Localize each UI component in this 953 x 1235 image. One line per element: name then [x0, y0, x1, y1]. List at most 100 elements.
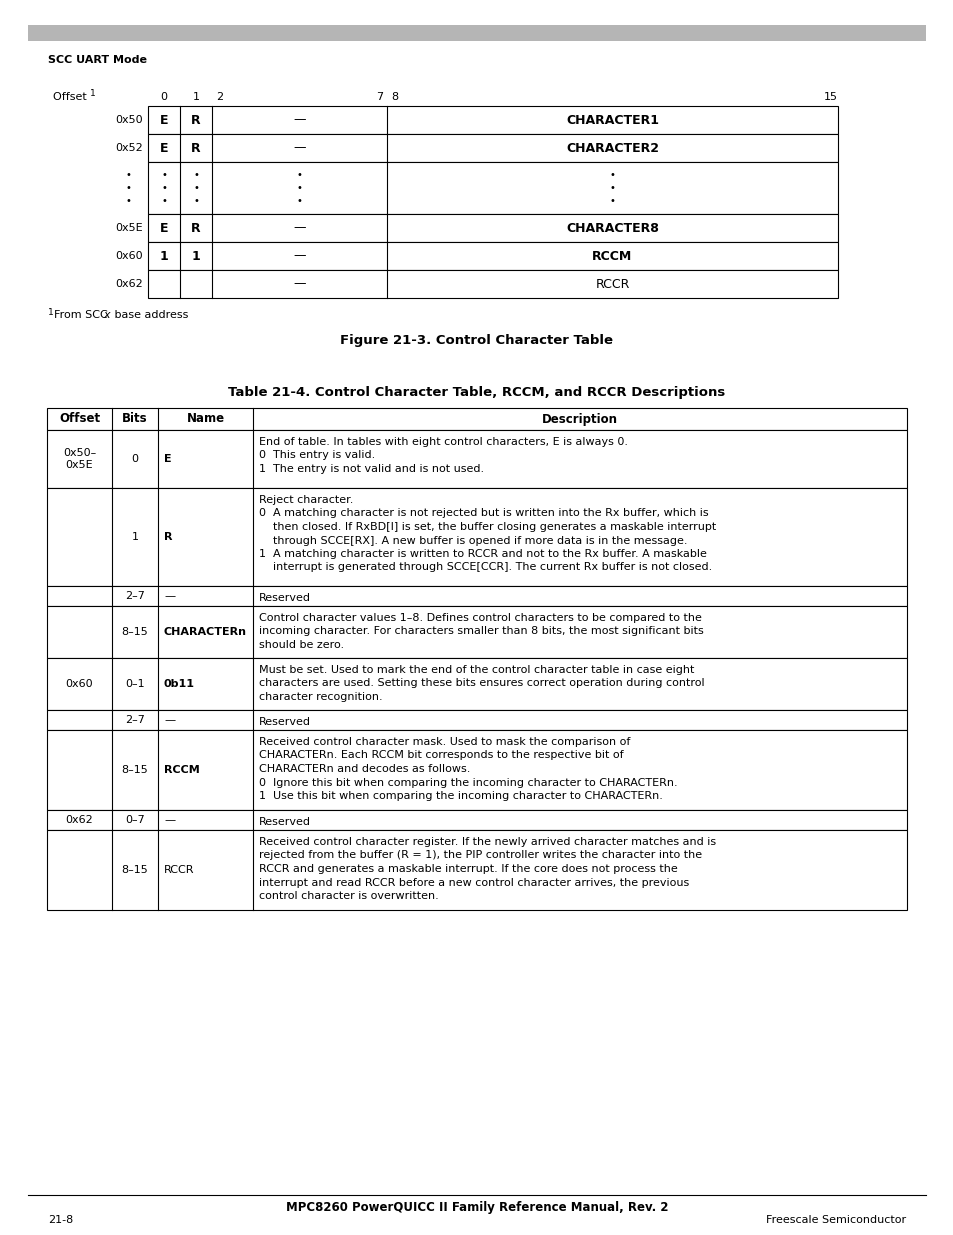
Text: 0: 0 [132, 454, 138, 464]
Text: 8–15: 8–15 [121, 764, 149, 776]
Text: CHARACTERn and decodes as follows.: CHARACTERn and decodes as follows. [258, 764, 470, 774]
Text: •: • [609, 170, 615, 180]
Text: E: E [159, 221, 168, 235]
Text: then closed. If RxBD[I] is set, the buffer closing generates a maskable interrup: then closed. If RxBD[I] is set, the buff… [258, 522, 716, 532]
Text: CHARACTER8: CHARACTER8 [565, 221, 659, 235]
Text: rejected from the buffer (R = 1), the PIP controller writes the character into t: rejected from the buffer (R = 1), the PI… [258, 851, 701, 861]
Text: Control character values 1–8. Defines control characters to be compared to the: Control character values 1–8. Defines co… [258, 613, 701, 622]
Text: End of table. In tables with eight control characters, E is always 0.: End of table. In tables with eight contr… [258, 437, 627, 447]
Text: —: — [164, 715, 175, 725]
Text: interrupt and read RCCR before a new control character arrives, the previous: interrupt and read RCCR before a new con… [258, 878, 688, 888]
Text: 0  This entry is valid.: 0 This entry is valid. [258, 451, 375, 461]
Text: 0x62: 0x62 [66, 815, 93, 825]
Text: CHARACTER1: CHARACTER1 [565, 114, 659, 126]
Text: 8–15: 8–15 [121, 864, 149, 876]
Bar [47, 488, 906, 585]
Text: 0x50–
0x5E: 0x50– 0x5E [63, 448, 96, 469]
Text: •: • [125, 170, 131, 180]
Text: From SCC: From SCC [54, 310, 108, 320]
Text: CHARACTER2: CHARACTER2 [565, 142, 659, 154]
Bar [47, 606, 906, 658]
Bar [47, 710, 906, 730]
Bar [47, 408, 906, 430]
Text: base address: base address [111, 310, 188, 320]
Text: •: • [296, 196, 302, 206]
Text: •: • [609, 183, 615, 193]
Bar [148, 214, 837, 242]
Text: Must be set. Used to mark the end of the control character table in case eight: Must be set. Used to mark the end of the… [258, 664, 694, 676]
Text: 1: 1 [159, 249, 168, 263]
Text: Reserved: Reserved [258, 818, 311, 827]
Text: RCCR: RCCR [595, 278, 629, 290]
Text: 1: 1 [193, 91, 199, 103]
Text: 0x50: 0x50 [115, 115, 143, 125]
Bar [148, 242, 837, 270]
Text: RCCM: RCCM [164, 764, 199, 776]
Text: 7: 7 [375, 91, 382, 103]
Text: Table 21-4. Control Character Table, RCCM, and RCCR Descriptions: Table 21-4. Control Character Table, RCC… [228, 387, 725, 399]
Text: 0  A matching character is not rejected but is written into the Rx buffer, which: 0 A matching character is not rejected b… [258, 509, 708, 519]
Text: MPC8260 PowerQUICC II Family Reference Manual, Rev. 2: MPC8260 PowerQUICC II Family Reference M… [286, 1200, 667, 1214]
Text: 0–1: 0–1 [125, 679, 145, 689]
Text: 2: 2 [215, 91, 223, 103]
Bar [47, 585, 906, 606]
Text: 0b11: 0b11 [164, 679, 194, 689]
Bar [47, 830, 906, 910]
Bar [47, 658, 906, 710]
Text: 1  Use this bit when comparing the incoming character to CHARACTERn.: 1 Use this bit when comparing the incomi… [258, 790, 662, 802]
Text: •: • [125, 183, 131, 193]
Bar [47, 810, 906, 830]
Text: character recognition.: character recognition. [258, 692, 382, 701]
Text: E: E [164, 454, 172, 464]
Bar [148, 106, 837, 135]
Text: incoming character. For characters smaller than 8 bits, the most significant bit: incoming character. For characters small… [258, 626, 703, 636]
Text: 0  Ignore this bit when comparing the incoming character to CHARACTERn.: 0 Ignore this bit when comparing the inc… [258, 778, 677, 788]
Text: 1  A matching character is written to RCCR and not to the Rx buffer. A maskable: 1 A matching character is written to RCC… [258, 550, 706, 559]
Text: 8: 8 [391, 91, 397, 103]
Text: •: • [161, 196, 167, 206]
Text: Freescale Semiconductor: Freescale Semiconductor [765, 1215, 905, 1225]
Text: Reserved: Reserved [258, 718, 311, 727]
Text: RCCM: RCCM [592, 249, 632, 263]
Text: 1: 1 [192, 249, 200, 263]
Text: should be zero.: should be zero. [258, 640, 344, 650]
Text: Figure 21-3. Control Character Table: Figure 21-3. Control Character Table [340, 333, 613, 347]
Text: Offset: Offset [53, 91, 91, 103]
Text: •: • [609, 196, 615, 206]
Text: •: • [193, 183, 199, 193]
Text: —: — [164, 592, 175, 601]
Bar [47, 730, 906, 810]
Text: E: E [159, 142, 168, 154]
Text: •: • [296, 183, 302, 193]
Bar [148, 162, 837, 214]
Text: —: — [293, 114, 305, 126]
Text: 1  The entry is not valid and is not used.: 1 The entry is not valid and is not used… [258, 464, 483, 474]
Text: Description: Description [541, 412, 618, 426]
Text: Received control character mask. Used to mask the comparison of: Received control character mask. Used to… [258, 737, 630, 747]
Text: •: • [193, 170, 199, 180]
Text: 0: 0 [160, 91, 168, 103]
Text: 0–7: 0–7 [125, 815, 145, 825]
Text: •: • [125, 196, 131, 206]
Text: —: — [293, 278, 305, 290]
Text: •: • [161, 170, 167, 180]
Text: through SCCE[RX]. A new buffer is opened if more data is in the message.: through SCCE[RX]. A new buffer is opened… [258, 536, 687, 546]
Text: —: — [293, 249, 305, 263]
Text: R: R [191, 114, 200, 126]
Text: E: E [159, 114, 168, 126]
Text: Reject character.: Reject character. [258, 495, 353, 505]
Text: •: • [161, 183, 167, 193]
Text: control character is overwritten.: control character is overwritten. [258, 890, 438, 902]
Text: Name: Name [186, 412, 224, 426]
Text: 0x60: 0x60 [66, 679, 93, 689]
Text: Reserved: Reserved [258, 593, 311, 603]
Bar [47, 430, 906, 488]
Text: 1: 1 [90, 89, 95, 98]
Text: characters are used. Setting these bits ensures correct operation during control: characters are used. Setting these bits … [258, 678, 704, 688]
Text: R: R [191, 221, 200, 235]
Text: 21-8: 21-8 [48, 1215, 73, 1225]
Text: CHARACTERn: CHARACTERn [164, 627, 247, 637]
Text: —: — [293, 142, 305, 154]
Bar [28, 25, 925, 41]
Text: 1: 1 [132, 532, 138, 542]
